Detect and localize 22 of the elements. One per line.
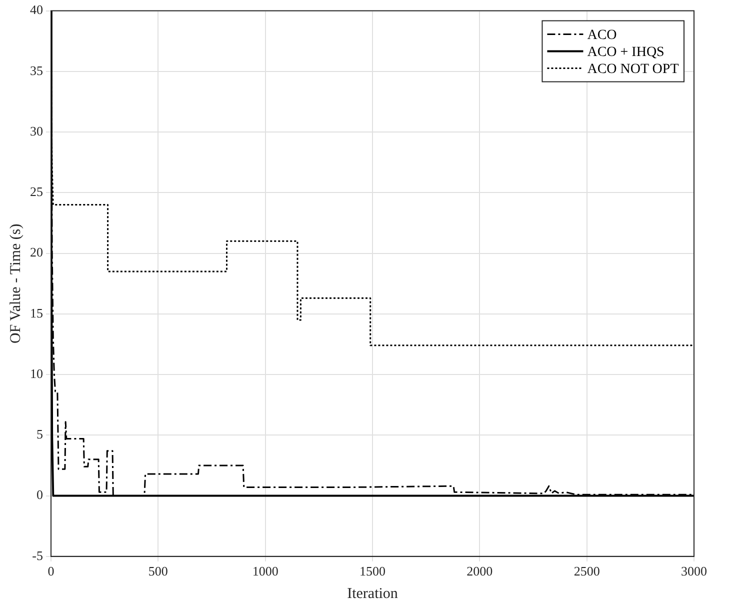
y-tick-label: 10 bbox=[30, 366, 43, 381]
legend-label: ACO NOT OPT bbox=[587, 62, 680, 77]
legend-label: ACO + IHQS bbox=[587, 44, 664, 60]
x-tick-label: 3000 bbox=[681, 564, 707, 579]
x-tick-label: 1000 bbox=[252, 564, 278, 579]
y-tick-label: -5 bbox=[32, 548, 43, 563]
y-tick-label: 35 bbox=[30, 62, 43, 78]
y-axis-title: OF Value - Time (s) bbox=[8, 224, 24, 344]
y-tick-label: 0 bbox=[36, 487, 43, 502]
y-tick-label: 30 bbox=[30, 123, 43, 138]
x-tick-label: 0 bbox=[48, 564, 54, 579]
y-tick-label: 25 bbox=[30, 184, 43, 200]
legend-label: ACO bbox=[587, 28, 617, 43]
y-tick-label: 5 bbox=[36, 426, 43, 442]
x-axis-title: Iteration bbox=[347, 586, 398, 602]
x-tick-label: 500 bbox=[148, 564, 168, 579]
x-tick-label: 2500 bbox=[574, 564, 600, 579]
x-tick-label: 2000 bbox=[466, 564, 493, 579]
y-tick-label: 40 bbox=[30, 2, 43, 18]
x-tick-label: 1500 bbox=[360, 564, 386, 579]
y-tick-label: 15 bbox=[30, 305, 43, 320]
y-tick-label: 20 bbox=[30, 244, 43, 260]
